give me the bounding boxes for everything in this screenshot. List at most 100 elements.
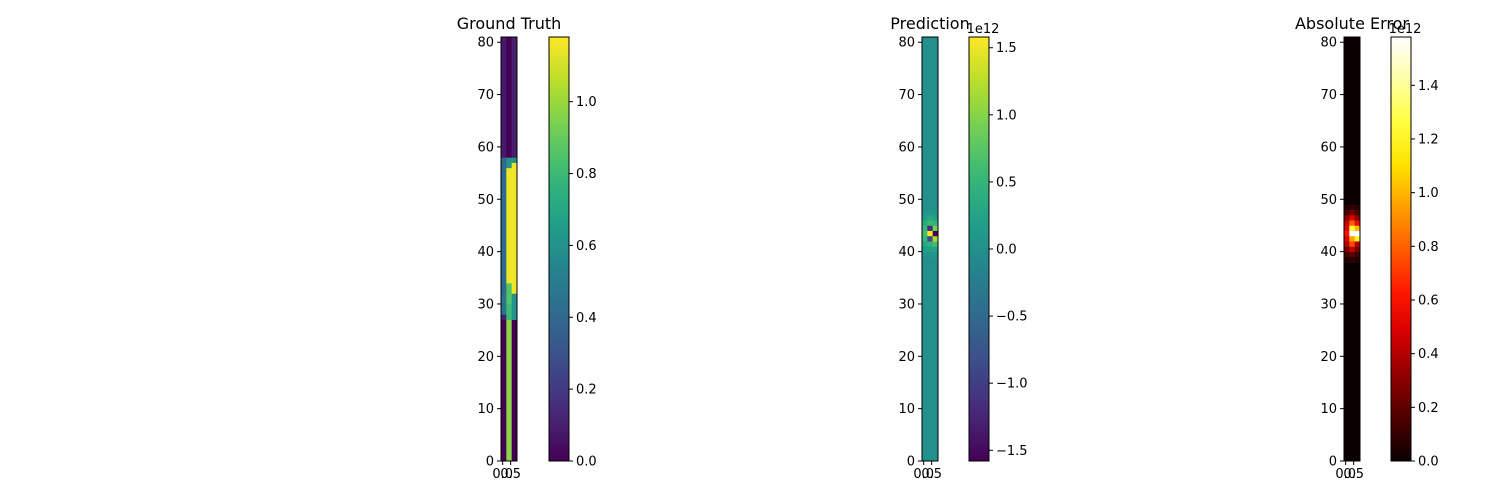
heatmap-cell bbox=[506, 303, 512, 320]
y-tick-label: 40 bbox=[898, 245, 915, 260]
y-tick-label: 20 bbox=[898, 350, 915, 365]
heatmap-cell bbox=[927, 235, 933, 242]
axes-frame bbox=[500, 36, 518, 462]
colorbar-tick-label: 0.6 bbox=[1418, 293, 1439, 308]
heatmap-cell bbox=[1354, 37, 1361, 205]
heatmap-cell bbox=[506, 167, 512, 284]
heatmap-cell bbox=[1344, 209, 1350, 216]
heatmap-cell bbox=[932, 214, 939, 221]
heatmap-cell bbox=[1344, 220, 1350, 226]
heatmap-cell bbox=[927, 256, 933, 462]
colorbar-tick-label: 1.0 bbox=[576, 95, 597, 110]
heatmap-cell bbox=[1354, 246, 1361, 252]
heatmap-cell bbox=[927, 251, 933, 258]
y-tick-label: 0 bbox=[907, 455, 915, 470]
heatmap-cell bbox=[511, 157, 518, 163]
colorbar-tick-label: −1.0 bbox=[996, 377, 1028, 392]
x-tick-label: 0.0 bbox=[1335, 467, 1356, 482]
heatmap-cell bbox=[1344, 241, 1350, 247]
heatmap-cell bbox=[932, 256, 939, 462]
colorbar-tick-label: 0.0 bbox=[1418, 455, 1439, 470]
heatmap-cell bbox=[506, 157, 512, 169]
y-tick-label: 80 bbox=[477, 36, 494, 51]
panel-title: Ground Truth bbox=[457, 14, 562, 33]
heatmap-cell bbox=[932, 251, 939, 258]
heatmap-cell bbox=[922, 230, 928, 237]
colorbar-tick-label: 0.4 bbox=[576, 311, 597, 326]
heatmap-cell bbox=[511, 162, 518, 294]
heatmap-cell bbox=[511, 37, 518, 158]
y-tick-label: 0 bbox=[486, 455, 494, 470]
y-tick-label: 40 bbox=[477, 245, 494, 260]
colorbar-tick-label: 0.2 bbox=[576, 383, 597, 398]
heatmap-cell bbox=[1349, 256, 1355, 263]
heatmap-cell bbox=[1349, 246, 1355, 252]
axes-frame bbox=[1343, 36, 1361, 462]
heatmap-cell bbox=[1344, 214, 1350, 221]
heatmap-cell bbox=[1344, 246, 1350, 252]
heatmap-cell bbox=[511, 319, 518, 462]
heatmap-cell bbox=[1349, 209, 1355, 216]
heatmap-cell bbox=[501, 37, 507, 158]
heatmap-cell bbox=[1349, 37, 1355, 205]
heatmap-cell bbox=[932, 235, 939, 242]
x-tick-label: 0.5 bbox=[1343, 467, 1364, 482]
heatmap-cell bbox=[1354, 256, 1361, 263]
heatmap-cell bbox=[1354, 220, 1361, 226]
heatmap-cell bbox=[501, 293, 507, 315]
heatmap-cell bbox=[1354, 230, 1361, 237]
y-tick-label: 0 bbox=[1329, 455, 1337, 470]
heatmap-cell bbox=[927, 209, 933, 216]
colorbar-tick-label: 1.0 bbox=[1418, 186, 1439, 201]
heatmap-cell bbox=[1349, 251, 1355, 258]
colorbar-tick-label: 1.0 bbox=[996, 108, 1017, 123]
heatmap-cell bbox=[1344, 37, 1350, 205]
x-tick-label: 0.5 bbox=[921, 467, 942, 482]
x-tick-label: 0.5 bbox=[500, 467, 521, 482]
heatmap-cell bbox=[1354, 204, 1361, 211]
y-tick-label: 70 bbox=[477, 88, 494, 103]
heatmap-cell bbox=[922, 235, 928, 242]
heatmap-cell bbox=[501, 319, 507, 462]
heatmap-cell bbox=[1354, 241, 1361, 247]
heatmap-cell bbox=[927, 37, 933, 211]
y-tick-label: 70 bbox=[898, 88, 915, 103]
panel-0: Ground Truth010203040506070800.00.50.00.… bbox=[457, 14, 597, 482]
heatmap-cell bbox=[932, 246, 939, 252]
heatmap-cell bbox=[1349, 230, 1355, 237]
y-tick-label: 30 bbox=[898, 297, 915, 312]
heatmap-cell bbox=[1344, 230, 1350, 237]
heatmap-cell bbox=[1344, 225, 1350, 231]
y-tick-label: 80 bbox=[1320, 36, 1337, 51]
heatmap-cell bbox=[927, 225, 933, 231]
heatmap-cell bbox=[922, 37, 928, 211]
heatmap-cell bbox=[927, 230, 933, 237]
y-tick-label: 50 bbox=[477, 193, 494, 208]
heatmap-cell bbox=[922, 225, 928, 231]
colorbar-offset-label: 1e12 bbox=[1389, 22, 1422, 37]
heatmap-cell bbox=[922, 246, 928, 252]
heatmap-image bbox=[922, 37, 939, 462]
heatmap-cell bbox=[1349, 225, 1355, 231]
colorbar-tick-label: 0.4 bbox=[1418, 347, 1439, 362]
colorbar-tick-label: −1.5 bbox=[996, 444, 1028, 459]
y-tick-label: 30 bbox=[477, 297, 494, 312]
y-tick-label: 60 bbox=[1320, 140, 1337, 155]
y-tick-label: 20 bbox=[1320, 350, 1337, 365]
heatmap-cell bbox=[1344, 262, 1350, 462]
panel-title: Prediction bbox=[890, 14, 969, 33]
heatmap-cell bbox=[922, 241, 928, 247]
heatmap-cell bbox=[932, 241, 939, 247]
heatmap-cell bbox=[922, 251, 928, 258]
heatmap-cell bbox=[927, 241, 933, 247]
colorbar-tick-label: 0.2 bbox=[1418, 401, 1439, 416]
heatmap-cell bbox=[1344, 235, 1350, 242]
y-tick-label: 30 bbox=[1320, 297, 1337, 312]
colorbar bbox=[968, 36, 990, 462]
heatmap-cell bbox=[922, 220, 928, 226]
panel-1: Prediction010203040506070800.00.5−1.5−1.… bbox=[890, 14, 1027, 482]
heatmap-cell bbox=[1354, 225, 1361, 231]
heatmap-cell bbox=[501, 314, 507, 320]
heatmap-cell bbox=[932, 37, 939, 211]
